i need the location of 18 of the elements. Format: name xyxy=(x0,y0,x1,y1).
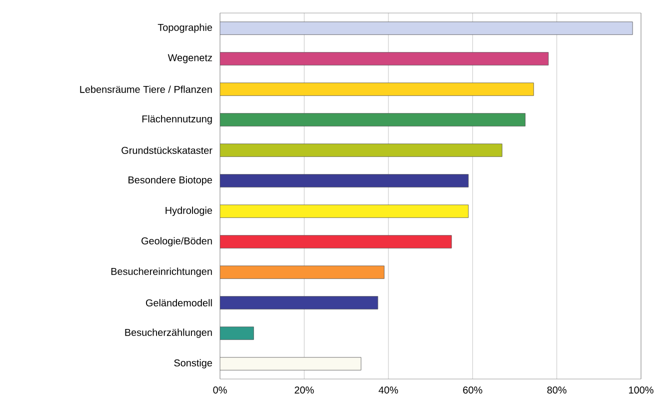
y-tick-label: Geologie/Böden xyxy=(142,237,212,246)
x-tick-label: 80% xyxy=(547,386,566,394)
y-tick-label: Sonstige xyxy=(174,359,212,368)
y-tick-label: Besondere Biotope xyxy=(128,176,212,186)
y-tick-label: Besucherzählungen xyxy=(125,328,212,338)
y-tick-label: Besuchereinrichtungen xyxy=(111,268,212,277)
y-tick-label: Grundstückskataster xyxy=(122,146,212,154)
x-tick-label: 0% xyxy=(213,386,227,394)
x-tick-label: 100% xyxy=(629,386,654,394)
x-tick-label: 40% xyxy=(378,386,398,394)
x-tick-label: 60% xyxy=(463,386,482,394)
y-tick-label: Lebensräume Tiere / Pflanzen xyxy=(80,86,212,93)
y-tick-label: Geländemodell xyxy=(146,299,212,306)
y-tick-label: Wegenetz xyxy=(168,54,212,64)
x-tick-label: 20% xyxy=(294,386,314,394)
y-tick-label: Flächennutzung xyxy=(142,115,212,124)
y-tick-label: Topographie xyxy=(158,24,212,33)
y-tick-label: Hydrologie xyxy=(166,206,212,216)
